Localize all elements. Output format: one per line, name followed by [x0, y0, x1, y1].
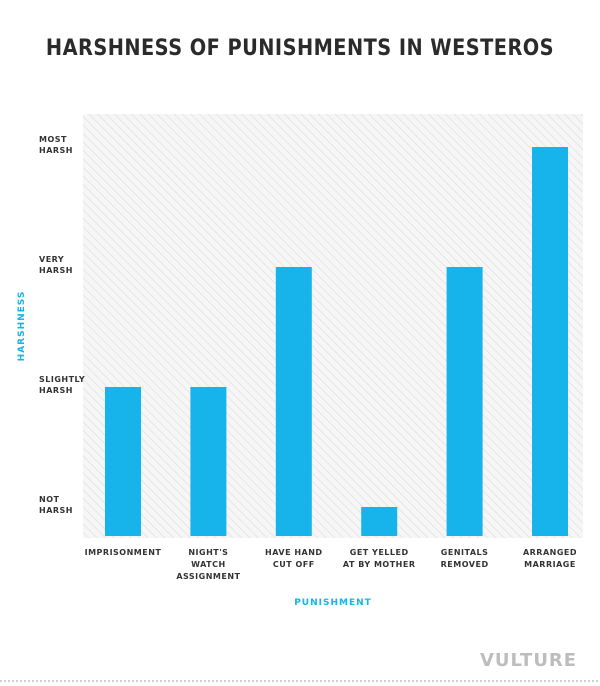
- x-tick-label-line: REMOVED: [441, 560, 489, 569]
- x-tick-labels: IMPRISONMENT NIGHT'S WATCH ASSIGNMENT HAVE H…: [85, 548, 577, 581]
- y-tick-label-line: NOT: [39, 495, 59, 504]
- vulture-logo: VULTURE: [480, 650, 577, 671]
- x-tick-label-line: GET YELLED: [350, 548, 409, 557]
- y-tick-label-line: SLIGHTLY: [39, 375, 85, 384]
- plot-area: [83, 114, 583, 538]
- x-tick-label-line: GENITALS: [441, 548, 489, 557]
- x-tick-label: GENITALS REMOVED: [441, 548, 489, 569]
- x-tick-label-line: ARRANGED: [523, 548, 577, 557]
- y-tick-label-line: HARSH: [39, 146, 73, 155]
- x-tick-label: GET YELLED AT BY MOTHER: [343, 548, 416, 569]
- bottom-divider: [0, 680, 600, 682]
- y-tick-label-line: HARSH: [39, 386, 73, 395]
- x-tick-label: ARRANGED MARRIAGE: [523, 548, 577, 569]
- x-tick-label-line: IMPRISONMENT: [85, 548, 162, 557]
- y-tick-label: VERY HARSH: [39, 255, 73, 275]
- x-axis-label: PUNISHMENT: [294, 598, 372, 608]
- x-tick-label-line: NIGHT'S: [188, 548, 228, 557]
- x-tick-label-line: CUT OFF: [273, 560, 315, 569]
- y-tick-label: NOT HARSH: [39, 495, 73, 515]
- x-tick-label-line: HAVE HAND: [265, 548, 323, 557]
- x-tick-label-line: WATCH: [191, 560, 226, 569]
- bar: [190, 387, 226, 536]
- y-tick-labels: NOT HARSH SLIGHTLY HARSH VERY HARSH MOST HARSH: [39, 135, 85, 515]
- y-tick-label: MOST HARSH: [39, 135, 73, 155]
- x-tick-label-line: MARRIAGE: [524, 560, 576, 569]
- bar: [361, 507, 397, 536]
- y-tick-label-line: HARSH: [39, 266, 73, 275]
- bar: [105, 387, 141, 536]
- y-axis-label: HARSHNESS: [17, 291, 27, 362]
- x-tick-label: NIGHT'S WATCH ASSIGNMENT: [176, 548, 240, 581]
- y-tick-label-line: HARSH: [39, 506, 73, 515]
- bar: [447, 267, 483, 536]
- x-tick-label: IMPRISONMENT: [85, 548, 162, 557]
- bar: [276, 267, 312, 536]
- y-tick-label-line: VERY: [39, 255, 64, 264]
- x-tick-label: HAVE HAND CUT OFF: [265, 548, 323, 569]
- x-tick-label-line: AT BY MOTHER: [343, 560, 416, 569]
- y-tick-label: SLIGHTLY HARSH: [39, 375, 85, 395]
- bar: [532, 147, 568, 536]
- y-tick-label-line: MOST: [39, 135, 67, 144]
- x-tick-label-line: ASSIGNMENT: [176, 572, 240, 581]
